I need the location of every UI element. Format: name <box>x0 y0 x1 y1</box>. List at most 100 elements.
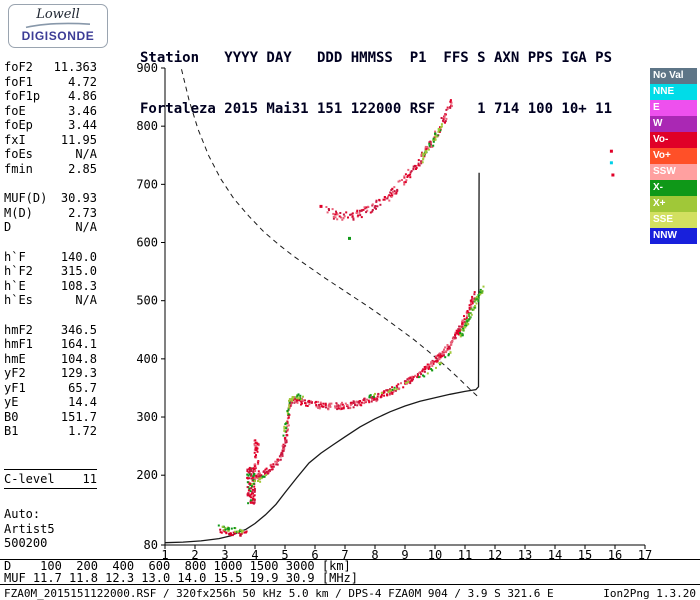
param-value: 164.1 <box>60 337 97 351</box>
param-row-yf1: yF1 65.7 <box>4 381 97 396</box>
frequency-params: foF2 11.363 foF1 4.72 foF1p 4.86 foE 3.46 foEp 3.… <box>4 60 97 176</box>
muf-params: MUF(D) 30.93 M(D) 2.73 D N/A <box>4 191 97 235</box>
muf-distance-table: D 100 200 400 600 800 1000 1500 3000 [km… <box>0 559 700 584</box>
legend-item-e: E <box>650 100 697 116</box>
param-label: foE <box>4 103 26 118</box>
svg-text:10: 10 <box>428 548 442 562</box>
param-label: M(D) <box>4 205 33 220</box>
param-value: 11.95 <box>60 132 97 147</box>
param-label: yF1 <box>4 380 26 395</box>
param-label: h`Es <box>4 293 33 307</box>
legend-item-nne: NNE <box>650 84 697 100</box>
param-label: hmE <box>4 351 26 366</box>
legend-item-x+: X+ <box>650 196 697 212</box>
param-label: Artist5 <box>4 521 55 536</box>
svg-text:7: 7 <box>341 548 348 562</box>
svg-text:16: 16 <box>608 548 622 562</box>
param-label: yF2 <box>4 366 26 380</box>
svg-text:17: 17 <box>638 548 652 562</box>
param-row-mufd: MUF(D) 30.93 <box>4 191 97 206</box>
param-value: 3.46 <box>68 103 97 118</box>
legend-item-vo+: Vo+ <box>650 148 697 164</box>
param-row-foep: foEp 3.44 <box>4 118 97 133</box>
legend-item-vo-: Vo- <box>650 132 697 148</box>
svg-text:700: 700 <box>136 177 158 191</box>
param-value: 2.85 <box>68 161 97 176</box>
svg-text:14: 14 <box>548 548 562 562</box>
svg-text:300: 300 <box>136 410 158 424</box>
svg-text:9: 9 <box>401 548 408 562</box>
legend-item-nnw: NNW <box>650 228 697 244</box>
svg-text:600: 600 <box>136 236 158 250</box>
svg-text:5: 5 <box>281 548 288 562</box>
param-label: foEp <box>4 118 33 132</box>
svg-text:15: 15 <box>578 548 592 562</box>
param-label: MUF(D) <box>4 191 48 205</box>
svg-text:13: 13 <box>518 548 532 562</box>
param-row-auto: Auto: <box>4 507 97 522</box>
param-row-clevel: C-level 11 <box>4 472 97 487</box>
param-value: N/A <box>75 293 97 307</box>
lowell-digisonde-logo: Lowell DIGISONDE <box>8 4 108 48</box>
param-value: 315.0 <box>60 264 97 278</box>
param-row-fof2: foF2 11.363 <box>4 60 97 75</box>
param-row-b1: B1 1.72 <box>4 424 97 439</box>
param-label: B1 <box>4 424 19 438</box>
echo-direction-legend: No Val NNE E W Vo- Vo+ SSW X- X+ SSE NNW <box>650 68 697 244</box>
param-row-foes: foEs N/A <box>4 147 97 162</box>
logo-digisonde-text: DIGISONDE <box>21 29 95 43</box>
svg-text:11: 11 <box>458 548 472 562</box>
param-row-d: D N/A <box>4 220 97 235</box>
legend-item-sse: SSE <box>650 212 697 228</box>
confidence-level: C-level 11 <box>4 468 97 489</box>
svg-text:3: 3 <box>221 548 228 562</box>
param-row-artist5: Artist5 <box>4 522 97 537</box>
param-label: hmF2 <box>4 322 33 337</box>
param-label: foF1p <box>4 89 41 103</box>
param-value: 30.93 <box>60 191 97 205</box>
param-value: 151.7 <box>60 409 97 424</box>
param-label: h`F2 <box>4 264 33 278</box>
legend-item-w: W <box>650 116 697 132</box>
param-value: 1.72 <box>68 424 97 438</box>
param-row-hes: h`Es N/A <box>4 293 97 308</box>
svg-text:6: 6 <box>311 548 318 562</box>
param-row-hf2: h`F2 315.0 <box>4 264 97 279</box>
param-label: B0 <box>4 409 19 424</box>
param-row-he: h`E 108.3 <box>4 279 97 294</box>
param-label: foF1 <box>4 74 33 89</box>
param-value: 140.0 <box>60 249 97 264</box>
svg-text:8: 8 <box>371 548 378 562</box>
param-label: fmin <box>4 161 33 176</box>
legend-item-ssw: SSW <box>650 164 697 180</box>
param-row-md: M(D) 2.73 <box>4 206 97 221</box>
param-row-hmf1: hmF1 164.1 <box>4 337 97 352</box>
distance-row: D 100 200 400 600 800 1000 1500 3000 [km… <box>4 559 351 573</box>
param-label: 500200 <box>4 536 48 550</box>
logo-swoosh-icon <box>25 22 91 29</box>
svg-text:500: 500 <box>136 294 158 308</box>
param-value: 11.363 <box>53 60 97 74</box>
param-label: h`E <box>4 278 26 293</box>
param-value: N/A <box>75 147 97 161</box>
param-row-fmin: fmin 2.85 <box>4 162 97 177</box>
svg-text:4: 4 <box>251 548 258 562</box>
header-values-line: Fortaleza 2015 Mai31 151 122000 RSF 1 71… <box>140 101 613 117</box>
param-value: 4.72 <box>68 74 97 89</box>
param-row-ye: yE 14.4 <box>4 395 97 410</box>
param-row-hf: h`F 140.0 <box>4 250 97 265</box>
svg-text:12: 12 <box>488 548 502 562</box>
param-value: 65.7 <box>68 380 97 395</box>
param-row-fxi: fxI 11.95 <box>4 133 97 148</box>
param-value: 14.4 <box>68 395 97 409</box>
svg-text:800: 800 <box>136 119 158 133</box>
param-label: C-level <box>4 471 55 486</box>
param-value: 11 <box>82 471 97 486</box>
param-label: fxI <box>4 132 26 147</box>
param-row-hmf2: hmF2 346.5 <box>4 323 97 338</box>
param-row-foe: foE 3.46 <box>4 104 97 119</box>
svg-text:1: 1 <box>161 548 168 562</box>
